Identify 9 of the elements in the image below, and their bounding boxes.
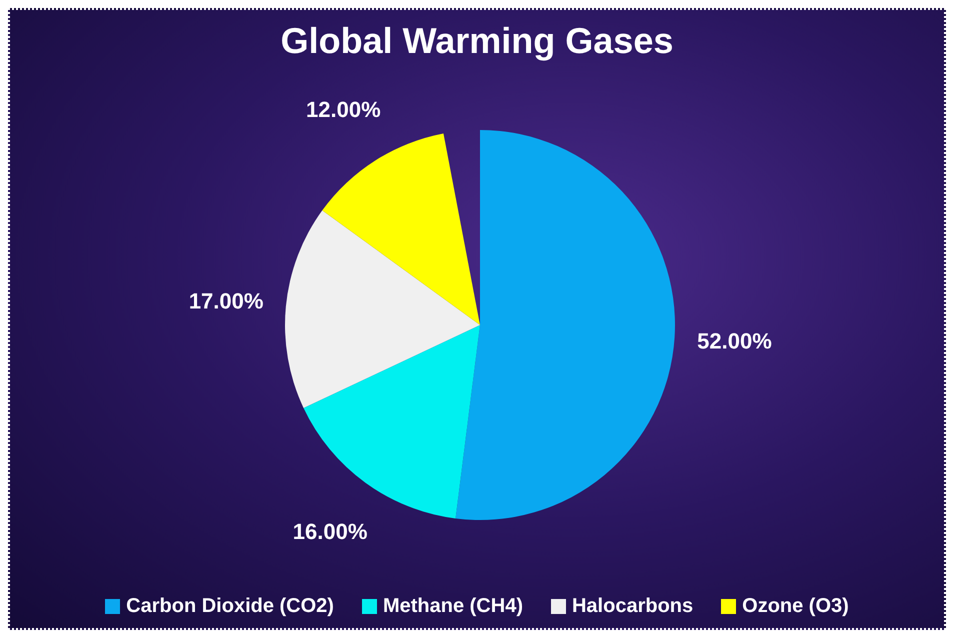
data-label: 16.00% bbox=[292, 518, 368, 544]
data-label: 17.00% bbox=[188, 288, 264, 314]
chart-title: Global Warming Gases bbox=[280, 19, 674, 63]
data-label: 52.00% bbox=[697, 328, 772, 354]
data-label: 12.00% bbox=[306, 97, 381, 122]
legend-label: Ozone (O3) bbox=[742, 595, 849, 618]
legend-label: Methane (CH4) bbox=[382, 595, 523, 618]
legend-label: Halocarbons bbox=[572, 595, 694, 618]
legend-label: Carbon Dioxide (CO2) bbox=[126, 595, 334, 618]
